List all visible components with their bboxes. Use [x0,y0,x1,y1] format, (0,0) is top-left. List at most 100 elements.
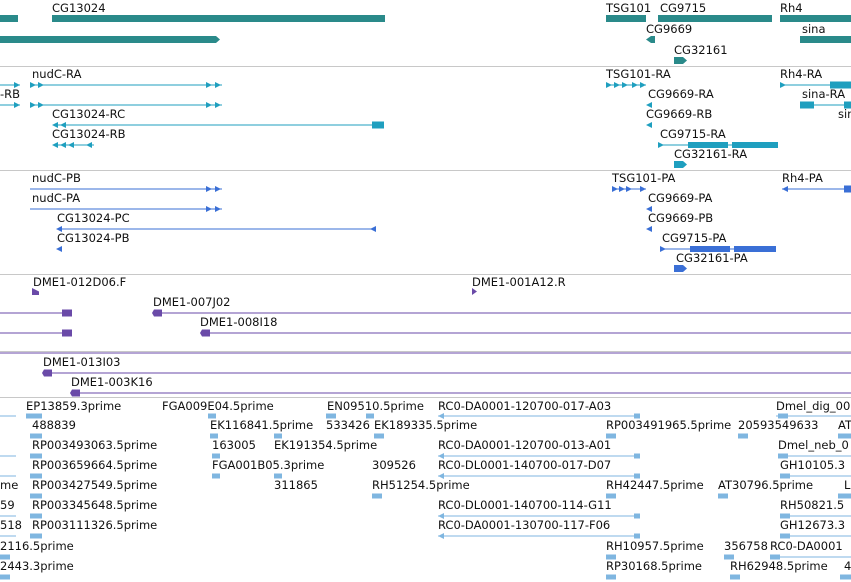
est-label[interactable]: RP003659664.5prime [32,458,158,472]
clone-label[interactable]: DME1-003K16 [71,375,153,389]
protein-label[interactable]: nudC-PB [32,171,81,185]
clone-label[interactable]: DME1-001A12.R [472,275,566,289]
est-label[interactable]: 163005 [212,438,256,452]
est-label[interactable]: EK116841.5prime [210,418,314,432]
est-label[interactable]: AT [838,418,851,432]
est-label[interactable]: RC0-DL0001-140700-114-G11 [438,498,612,512]
est-label[interactable]: RH42447.5prime [606,478,704,492]
protein-label[interactable]: CG9669-PA [648,191,713,205]
transcript-feature[interactable] [646,121,656,129]
gene-feature[interactable] [658,15,774,23]
est-label[interactable]: 59 [0,498,15,512]
est-label[interactable]: EK189335.5prime [374,418,478,432]
transcript-label[interactable]: TSG101-RA [606,67,671,81]
est-label[interactable]: RP003427549.5prime [32,478,158,492]
transcript-label[interactable]: Rh4-RA [780,67,823,81]
gene-feature[interactable] [780,15,851,23]
est-label[interactable]: 20593549633 [738,418,819,432]
transcript-feature[interactable] [0,101,24,109]
est-label[interactable]: EK191354.5prime [274,438,378,452]
est-feature[interactable] [0,473,851,480]
gene-label[interactable]: CG9715 [660,1,707,15]
est-label[interactable]: Dmel_dig_00 [776,399,851,413]
gene-label[interactable]: CG13024 [52,1,106,15]
est-label[interactable]: RP003491965.5prime [606,418,732,432]
protein-label[interactable]: nudC-PA [32,191,81,205]
transcript-label[interactable]: -RB [0,87,21,101]
clone-feature[interactable] [152,309,851,317]
clone-feature[interactable] [200,329,851,337]
est-feature[interactable] [0,433,851,440]
clone-feature[interactable] [32,288,42,296]
clone-label[interactable]: DME1-007J02 [153,295,231,309]
gene-feature[interactable] [674,57,688,65]
protein-label[interactable]: CG32161-PA [676,251,748,265]
transcript-feature[interactable] [30,101,225,109]
transcript-label[interactable]: CG9669-RB [646,107,713,121]
est-label[interactable]: GH12673.3 [780,518,846,532]
est-feature[interactable] [0,533,851,540]
est-label[interactable]: 533426 [326,418,370,432]
gene-feature[interactable] [0,15,20,23]
protein-feature[interactable] [56,225,378,233]
transcript-label[interactable]: CG9715-RA [660,127,726,141]
protein-feature[interactable] [782,185,851,193]
gene-label[interactable]: TSG101 [606,1,652,15]
transcript-feature[interactable] [30,81,225,89]
est-label[interactable]: RC0-DA0001-130700-117-F06 [438,518,611,532]
est-label[interactable]: RP003111326.5prime [32,518,158,532]
est-label[interactable]: 2443.3prime [0,559,74,573]
est-label[interactable]: L [844,478,851,492]
transcript-feature[interactable] [780,81,851,89]
est-label[interactable]: RC0-DA0001-120700-013-A01 [438,438,612,452]
gene-label[interactable]: sina [802,22,826,36]
est-label[interactable]: RC0-DA0001-120700-017-A03 [438,399,612,413]
protein-feature[interactable] [646,205,656,213]
est-feature[interactable] [0,554,851,561]
clone-feature[interactable] [70,389,851,397]
est-label[interactable]: AT30796.5prime [718,478,814,492]
est-label[interactable]: EN09510.5prime [327,399,424,413]
est-label[interactable]: FGA001B05.3prime [212,458,325,472]
transcript-feature[interactable] [658,141,780,149]
transcript-label[interactable]: CG9669-RA [648,87,714,101]
gene-feature[interactable] [800,36,851,44]
est-label[interactable]: 488839 [32,418,76,432]
gene-feature[interactable] [646,36,656,44]
est-label[interactable]: FGA009E04.5prime [162,399,274,413]
gene-feature[interactable] [0,36,222,44]
transcript-feature[interactable] [0,81,24,89]
transcript-feature[interactable] [52,141,96,149]
gene-label[interactable]: CG32161 [674,43,728,57]
gene-label[interactable]: CG9669 [646,22,693,36]
est-label[interactable]: 2116.5prime [0,539,74,553]
est-feature[interactable] [0,493,851,500]
est-label[interactable]: me [0,478,19,492]
protein-label[interactable]: CG13024-PB [57,231,130,245]
transcript-label[interactable]: CG13024-RC [52,107,126,121]
gene-label[interactable]: Rh4 [780,1,803,15]
est-label[interactable]: Dmel_neb_0 [778,438,849,452]
protein-label[interactable]: CG13024-PC [57,211,130,225]
transcript-feature[interactable] [52,121,386,129]
clone-label[interactable]: DME1-012D06.F [33,275,127,289]
est-label[interactable]: GH10105.3 [780,458,846,472]
est-label[interactable]: 518 [0,518,22,532]
protein-feature[interactable] [30,185,225,193]
clone-feature[interactable] [0,329,74,337]
est-feature[interactable] [0,513,851,520]
clone-label[interactable]: DME1-013I03 [43,355,121,369]
protein-feature[interactable] [660,245,778,253]
clone-feature[interactable] [0,309,74,317]
est-label[interactable]: 309526 [372,458,416,472]
protein-feature[interactable] [30,205,225,213]
est-feature[interactable] [0,453,851,460]
est-label[interactable]: 311865 [274,478,318,492]
gene-feature[interactable] [606,15,648,23]
protein-feature[interactable] [56,245,66,253]
protein-label[interactable]: CG9715-PA [662,231,727,245]
clone-feature[interactable] [472,288,480,296]
protein-feature[interactable] [646,225,656,233]
est-feature[interactable] [0,413,851,420]
gene-feature[interactable] [52,15,387,23]
